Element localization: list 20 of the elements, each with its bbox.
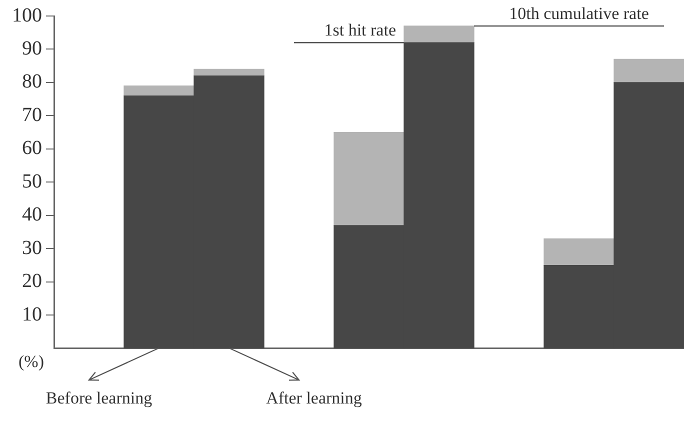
- annotation: 10th cumulative rate: [509, 4, 649, 23]
- y-tick-label: 50: [22, 170, 42, 192]
- y-tick-label: 80: [22, 70, 42, 93]
- y-tick-label: 10: [22, 303, 42, 326]
- y-tick-label: 100: [12, 4, 42, 26]
- y-tick-label: 70: [22, 104, 42, 126]
- bar: [614, 58, 684, 83]
- text: After learning: [266, 388, 362, 408]
- y-tick-label: 90: [22, 37, 42, 60]
- y-tick-label: 20: [22, 270, 42, 292]
- text: Before learning: [46, 388, 153, 408]
- bar: [404, 26, 474, 43]
- y-tick-label: 30: [22, 236, 42, 259]
- bar: [544, 238, 614, 266]
- annotation: 1st hit rate: [324, 20, 396, 40]
- bar: [334, 132, 404, 226]
- y-tick-label: 60: [22, 137, 42, 160]
- y-axis-title: (%): [18, 352, 44, 371]
- bar: [124, 85, 194, 96]
- y-tick-label: 40: [22, 204, 42, 226]
